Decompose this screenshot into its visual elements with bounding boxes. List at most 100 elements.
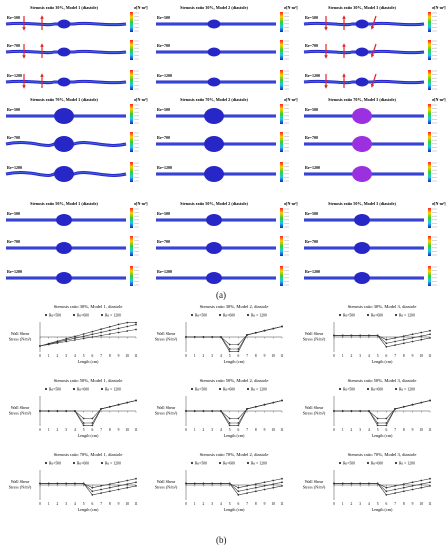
x-tick-label: 9 — [118, 354, 120, 358]
x-tick-label: 1 — [342, 502, 344, 506]
x-tick-label: 10 — [419, 354, 423, 358]
series-point — [272, 486, 275, 489]
series-point — [254, 405, 257, 408]
series-point — [91, 330, 94, 333]
series-line — [39, 329, 137, 347]
x-tick-label: 10 — [419, 502, 423, 506]
stenosis-bulge — [204, 136, 224, 152]
x-tick-label: 0 — [39, 502, 41, 506]
y-axis-label-line2: Stress (N/m²) — [155, 411, 178, 416]
series-line — [39, 322, 136, 347]
series-line — [39, 324, 137, 347]
legend-label: Re = 1200 — [251, 313, 267, 317]
panel-a-contours: Stenosis ratio 30%, Model 1 (diastole) σ[… — [5, 5, 446, 286]
x-tick-label: 4 — [368, 502, 370, 506]
chart-title: Stenosis ratio 70%, Model 2, diastole — [200, 452, 269, 458]
stenosis-bulge — [57, 47, 71, 57]
x-tick-label: 2 — [351, 428, 353, 432]
series-point — [82, 482, 85, 485]
colorbar — [130, 208, 133, 228]
re-label: Re=500 — [7, 211, 20, 216]
series-point — [91, 333, 94, 336]
stenosis-bulge — [54, 136, 74, 152]
contour-title: Stenosis ratio 70%, Model 3 (diastole) — [328, 97, 396, 102]
series-point — [100, 488, 102, 491]
x-tick-label: 8 — [255, 502, 257, 506]
series-point — [333, 334, 335, 337]
series-point — [82, 424, 85, 427]
stenosis-bulge — [207, 77, 221, 87]
x-tick-label: 6 — [237, 502, 239, 506]
x-tick-label: 11 — [428, 502, 432, 506]
legend-label: Re=500 — [195, 461, 207, 465]
series-point — [82, 417, 85, 420]
x-axis-label: Length (cm) — [224, 359, 245, 364]
series-point — [402, 405, 405, 408]
re-label: Re=700 — [157, 239, 170, 244]
legend-label: Re=600 — [77, 387, 89, 391]
x-tick-label: 11 — [134, 502, 138, 506]
x-tick-label: 9 — [412, 502, 414, 506]
x-tick-label: 10 — [271, 428, 275, 432]
series-point — [376, 422, 379, 424]
x-tick-label: 0 — [333, 502, 335, 506]
legend-marker — [218, 387, 222, 391]
colorbar — [428, 208, 431, 228]
stenosis-bulge — [354, 242, 370, 254]
legend-marker — [246, 313, 250, 317]
series-point — [411, 481, 414, 484]
series-point — [117, 403, 120, 406]
series-point — [368, 334, 370, 337]
legend-label: Re = 1200 — [105, 387, 121, 391]
legend-marker — [100, 461, 104, 465]
y-axis-label-line1: Wall Shear — [157, 331, 176, 336]
x-tick-label: 1 — [48, 354, 50, 358]
series-point — [228, 417, 231, 420]
x-tick-label: 7 — [100, 354, 102, 358]
series-point — [126, 486, 129, 489]
y-axis-label-line2: Stress (N/m²) — [9, 411, 32, 416]
legend-marker — [44, 387, 48, 391]
legend-marker — [246, 387, 250, 391]
x-tick-label: 8 — [403, 502, 405, 506]
x-tick-label: 3 — [359, 354, 361, 358]
y-axis-label-line1: Wall Shear — [305, 479, 324, 484]
series-point — [100, 328, 102, 331]
colorbar — [280, 12, 283, 32]
series-point — [117, 481, 120, 484]
series-point — [281, 325, 283, 328]
legend-label: Re = 1200 — [251, 461, 267, 465]
legend-label: Re=500 — [195, 387, 207, 391]
x-tick-label: 5 — [83, 502, 85, 506]
legend-marker — [190, 313, 194, 317]
stenosis-bulge — [56, 214, 72, 226]
stenosis-bulge — [204, 166, 224, 182]
re-label: Re=1200 — [7, 269, 22, 274]
series-point — [394, 485, 396, 487]
legend-label: Re=500 — [195, 313, 207, 317]
series-point — [429, 329, 431, 332]
x-tick-label: 7 — [394, 502, 396, 506]
x-tick-label: 0 — [39, 354, 41, 358]
x-tick-label: 0 — [39, 428, 41, 432]
x-tick-label: 5 — [83, 428, 85, 432]
series-point — [237, 490, 240, 493]
series-point — [237, 422, 240, 424]
series-line — [186, 483, 283, 496]
series-point — [237, 343, 240, 346]
stenosis-bulge — [354, 272, 370, 284]
stenosis-bulge — [204, 108, 224, 124]
colorbar — [130, 12, 133, 32]
x-tick-label: 7 — [394, 354, 396, 358]
x-tick-label: 0 — [333, 428, 335, 432]
series-point — [385, 417, 388, 420]
legend-label: Re = 1200 — [105, 461, 121, 465]
contour-title: Stenosis ratio 50%, Model 2 (diastole) — [180, 201, 248, 206]
series-point — [411, 403, 414, 406]
series-point — [211, 336, 214, 338]
legend-marker — [44, 461, 48, 465]
x-tick-label: 5 — [377, 354, 379, 358]
contour-title: Stenosis ratio 70%, Model 2 (diastole) — [180, 97, 248, 102]
series-point — [350, 410, 353, 412]
series-point — [237, 350, 240, 353]
